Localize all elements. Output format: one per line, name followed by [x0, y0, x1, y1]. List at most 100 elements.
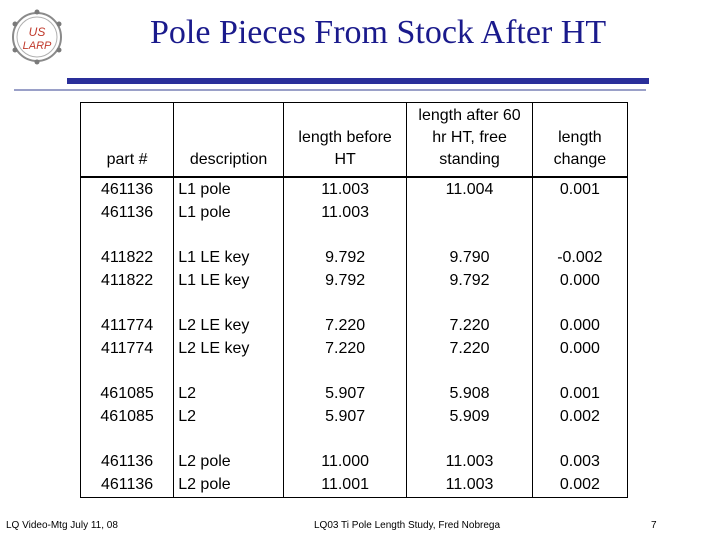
logo-text-top: US [29, 25, 46, 39]
table-row: 411822 L1 LE key 9.792 9.792 0.000 [81, 269, 627, 293]
cell-length-before: 7.220 [283, 314, 408, 338]
cell-part: 461085 [81, 382, 175, 406]
cell-length-change: 0.003 [559, 453, 600, 471]
cell-length-before: 5.907 [283, 405, 408, 429]
cell-length-change: 0.000 [559, 316, 600, 334]
cell-description: L2 LE key [173, 314, 284, 338]
table-row: 411822 L1 LE key 9.792 9.790 -0.002 [81, 246, 627, 270]
spacer-cell [283, 428, 408, 451]
cell-length-after: 7.220 [406, 314, 533, 338]
cell-length-change: 0.001 [559, 180, 600, 198]
spacer-cell [406, 224, 533, 247]
table-row: 461136 L2 pole 11.000 11.003 0.003 [81, 450, 627, 474]
spacer-row [81, 224, 627, 247]
cell-part: 461136 [81, 201, 175, 225]
col-header-description: description [173, 103, 284, 177]
footer-meeting: LQ Video-Mtg July 11, 08 [6, 520, 118, 531]
cell-length-before: 5.907 [283, 382, 408, 406]
col-header-length-before: length before HT [283, 103, 408, 177]
spacer-cell [532, 361, 627, 383]
cell-length-after: 9.792 [406, 269, 533, 293]
table-row: 461136 L2 pole 11.001 11.003 0.002 [81, 473, 627, 497]
cell-description: L2 LE key [173, 337, 284, 361]
cell-part: 461136 [81, 177, 175, 202]
cell-length-before: 9.792 [283, 269, 408, 293]
page-number: 7 [651, 520, 657, 531]
cell-length-before: 11.000 [283, 450, 408, 474]
col-header-length-after: length after 60 hr HT, free standing [406, 103, 533, 177]
spacer-row [81, 428, 627, 451]
cell-length-change: 0.002 [559, 476, 600, 494]
spacer-cell [532, 429, 627, 451]
cell-length-after: 7.220 [406, 337, 533, 361]
cell-length-after: 5.909 [406, 405, 533, 429]
cell-description: L1 LE key [173, 246, 284, 270]
cell-part: 461136 [81, 450, 175, 474]
spacer-cell [81, 292, 175, 315]
spacer-cell [173, 224, 284, 247]
cell-part: 411774 [81, 337, 175, 361]
col-header-part: part # [81, 103, 175, 177]
footer-study: LQ03 Ti Pole Length Study, Fred Nobrega [314, 520, 501, 531]
spacer-cell [173, 292, 284, 315]
spacer-cell [532, 224, 627, 246]
table-header-row: part # description length before HT leng… [81, 103, 627, 177]
cell-length-change: 0.001 [559, 385, 600, 403]
spacer-cell [81, 428, 175, 451]
spacer-cell [406, 292, 533, 315]
cell-length-before: 9.792 [283, 246, 408, 270]
us-larp-logo: US LARP [6, 6, 68, 68]
cell-length-change: -0.002 [557, 248, 603, 266]
cell-description: L1 pole [173, 177, 284, 202]
cell-length-after: 11.003 [406, 450, 533, 474]
logo-text-bottom: LARP [23, 40, 52, 52]
table-body: 461136 L1 pole 11.003 11.004 0.001 461136 L1 p… [81, 177, 627, 497]
spacer-cell [81, 224, 175, 247]
title-rule-thin [14, 89, 646, 91]
table-row: 411774 L2 LE key 7.220 7.220 0.000 [81, 337, 627, 361]
title-rule-thick [67, 78, 649, 84]
cell-length-after: 11.004 [406, 177, 533, 202]
cell-length-change: 0.002 [559, 408, 600, 426]
table-row: 461136 L1 pole 11.003 11.004 0.001 [81, 177, 627, 202]
cell-description: L2 pole [173, 450, 284, 474]
spacer-cell [173, 360, 284, 383]
spacer-cell [406, 428, 533, 451]
cell-length-after [406, 201, 533, 225]
cell-length-after: 5.908 [406, 382, 533, 406]
spacer-cell [283, 360, 408, 383]
spacer-row [81, 360, 627, 383]
cell-length-after: 9.790 [406, 246, 533, 270]
col-header-length-change: length change [553, 129, 607, 168]
cell-length-before: 11.001 [283, 473, 408, 497]
cell-part: 411822 [81, 269, 175, 293]
cell-part: 461085 [81, 405, 175, 429]
cell-description: L2 [173, 405, 284, 429]
cell-length-change: 0.000 [559, 340, 600, 358]
cell-length-after: 11.003 [406, 473, 533, 497]
cell-part: 461136 [81, 473, 175, 497]
cell-length-before: 11.003 [283, 177, 408, 202]
cell-length-before: 7.220 [283, 337, 408, 361]
spacer-cell [283, 224, 408, 247]
cell-length-before: 11.003 [283, 201, 408, 225]
table-row: 461085 L2 5.907 5.909 0.002 [81, 405, 627, 429]
cell-part: 411774 [81, 314, 175, 338]
spacer-row [81, 292, 627, 315]
cell-length-change: 0.000 [559, 271, 600, 289]
cell-description: L2 pole [173, 473, 284, 497]
slide-title: Pole Pieces From Stock After HT [150, 14, 607, 51]
data-table: part # description length before HT leng… [80, 102, 628, 498]
table-row: 461136 L1 pole 11.003 [81, 201, 627, 225]
cell-length-change [532, 201, 627, 224]
cell-part: 411822 [81, 246, 175, 270]
spacer-cell [406, 360, 533, 383]
spacer-cell [81, 360, 175, 383]
spacer-cell [283, 292, 408, 315]
spacer-cell [532, 292, 627, 314]
table-row: 411774 L2 LE key 7.220 7.220 0.000 [81, 314, 627, 338]
cell-description: L2 [173, 382, 284, 406]
cell-description: L1 pole [173, 201, 284, 225]
cell-description: L1 LE key [173, 269, 284, 293]
spacer-cell [173, 428, 284, 451]
